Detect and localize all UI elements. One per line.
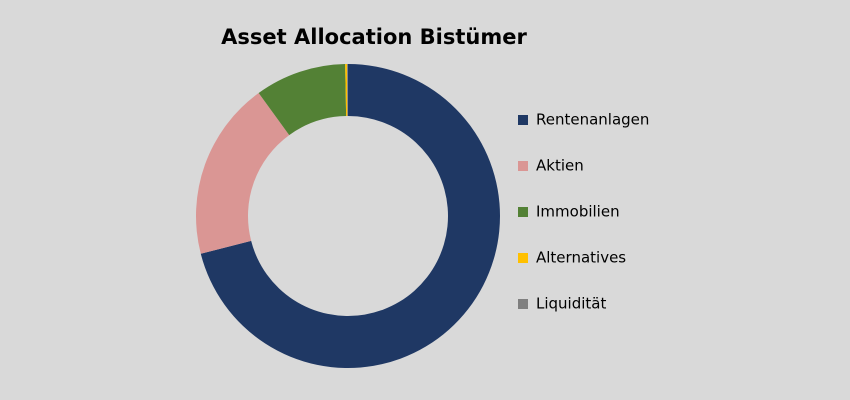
- legend-text: Liquidität: [536, 295, 606, 313]
- donut-segment: [200, 64, 500, 368]
- legend-swatch: [518, 115, 528, 125]
- donut-segment: [258, 64, 347, 136]
- legend-text: Aktien: [536, 157, 584, 175]
- donut-segment: [345, 64, 348, 117]
- legend-text: Immobilien: [536, 203, 620, 221]
- donut-segment: [196, 93, 290, 254]
- legend-text: Rentenanlagen: [536, 111, 649, 129]
- legend-swatch: [518, 207, 528, 217]
- legend-swatch: [518, 299, 528, 309]
- donut-segment: [347, 64, 348, 117]
- legend-text: Alternatives: [536, 249, 626, 267]
- chart-title: Asset Allocation Bistümer: [221, 25, 527, 49]
- legend-swatch: [518, 161, 528, 171]
- legend-swatch: [518, 253, 528, 263]
